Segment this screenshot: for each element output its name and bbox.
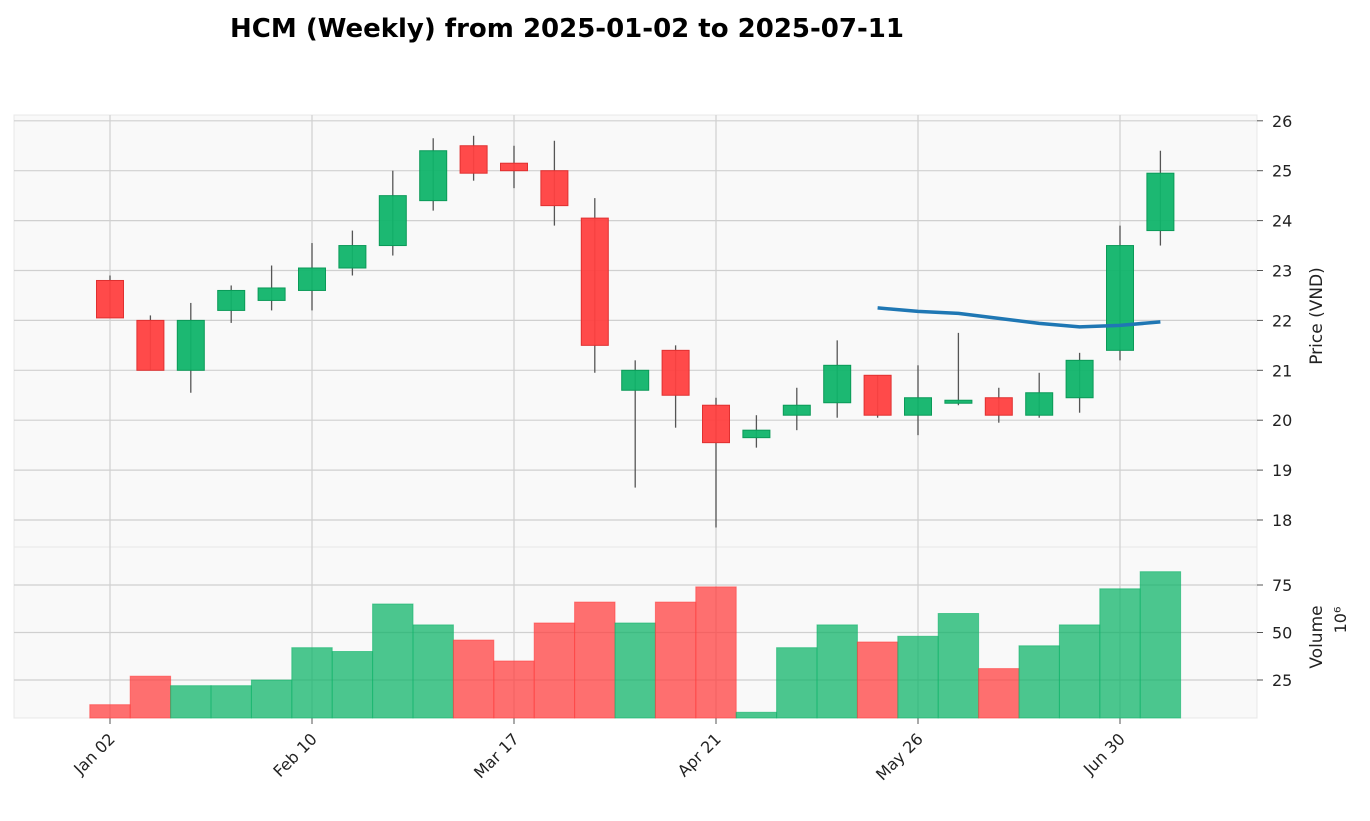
candle-body-up <box>298 267 326 291</box>
price-tick-label: 22 <box>1272 311 1292 330</box>
volume-bar <box>89 704 131 719</box>
volume-bar <box>291 647 333 719</box>
volume-bar <box>412 624 454 719</box>
volume-bar <box>372 603 414 719</box>
candle-body-down <box>702 404 730 444</box>
price-tick-label: 24 <box>1272 212 1292 231</box>
x-tick-label: May 26 <box>872 729 927 784</box>
volume-bar <box>210 685 252 719</box>
x-tick-label: Mar 17 <box>470 729 523 782</box>
candle-body-up <box>944 399 973 404</box>
volume-bar <box>1058 624 1101 719</box>
volume-bar <box>331 651 374 719</box>
volume-bar <box>493 660 535 719</box>
volume-tick-label: 75 <box>1272 576 1292 595</box>
volume-bar <box>695 586 737 719</box>
price-tick-label: 26 <box>1272 112 1292 131</box>
candle-body-up <box>338 245 367 269</box>
candle-body-up <box>419 150 448 202</box>
volume-bar <box>129 675 172 719</box>
volume-tick-label: 50 <box>1272 624 1292 643</box>
volume-bar <box>614 622 656 719</box>
candle-body-down <box>459 145 488 174</box>
price-tick-label: 25 <box>1272 162 1292 181</box>
volume-bar <box>170 685 212 719</box>
candle-body-up <box>176 319 205 371</box>
candle-body-up <box>742 429 771 439</box>
price-tick-label: 18 <box>1272 511 1292 530</box>
volume-bar <box>856 641 899 719</box>
volume-bar <box>533 622 576 719</box>
candle-body-up <box>217 289 246 311</box>
volume-bar <box>776 647 818 719</box>
candle-body-up <box>1065 359 1094 399</box>
x-tick-label: Apr 21 <box>674 729 725 780</box>
volume-tick-label: 25 <box>1272 671 1292 690</box>
chart-title: HCM (Weekly) from 2025-01-02 to 2025-07-… <box>230 14 904 44</box>
volume-axis-label: Volume <box>1307 605 1327 668</box>
price-axis-label: Price (VND) <box>1307 267 1327 365</box>
x-tick-label: Jun 30 <box>1079 729 1129 779</box>
volume-bar <box>250 679 293 719</box>
volume-bar <box>654 601 697 719</box>
candle-body-up <box>1106 245 1134 351</box>
candle-body-down <box>96 279 124 319</box>
candle-body-down <box>500 162 528 172</box>
volume-bar <box>1139 571 1182 719</box>
candle-body-up <box>823 364 852 404</box>
x-tick-label: Jan 02 <box>69 729 119 779</box>
price-tick-label: 20 <box>1272 411 1292 430</box>
candle-body-down <box>661 349 690 396</box>
candle-body-up <box>378 195 407 247</box>
x-tick-label: Feb 10 <box>269 729 320 780</box>
candle-body-down <box>984 397 1013 416</box>
candle-body-up <box>621 369 650 391</box>
volume-bar <box>452 639 495 719</box>
candle-body-up <box>782 404 811 416</box>
candle-body-up <box>904 397 932 416</box>
volume-bar <box>937 613 980 719</box>
candle-body-up <box>1025 392 1054 416</box>
volume-bar <box>735 711 778 719</box>
price-tick-label: 19 <box>1272 461 1292 480</box>
volume-bar <box>816 624 858 719</box>
candle-body-down <box>136 319 165 371</box>
candle-body-up <box>257 287 286 301</box>
volume-scale-label: 10⁶ <box>1331 607 1350 634</box>
volume-bar <box>1018 645 1060 719</box>
price-tick-label: 23 <box>1272 262 1292 281</box>
price-tick-label: 21 <box>1272 361 1292 380</box>
volume-bar <box>978 668 1020 719</box>
candle-body-down <box>580 217 609 346</box>
candle-body-down <box>540 170 569 207</box>
volume-bar <box>1099 588 1141 719</box>
candle-body-up <box>1146 172 1175 232</box>
volume-bar <box>897 635 939 719</box>
volume-bar <box>574 601 616 719</box>
moving-average-line <box>877 306 1161 329</box>
candle-body-down <box>863 374 892 416</box>
